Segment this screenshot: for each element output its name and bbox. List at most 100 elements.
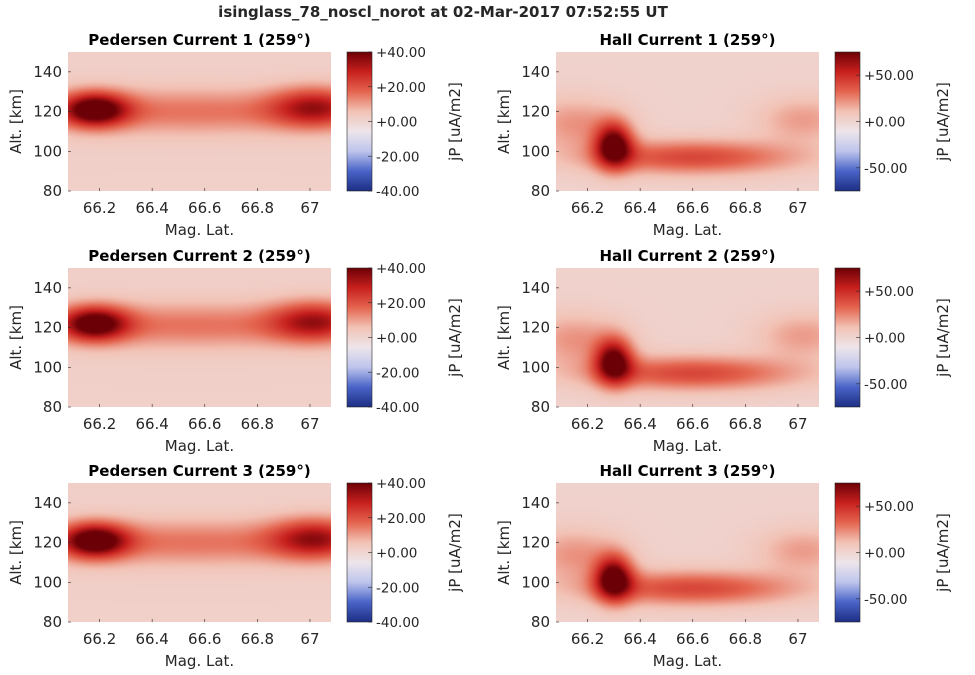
x-tick-label: 66.2 bbox=[83, 415, 116, 433]
colorbar-tick-label: +0.00 bbox=[376, 115, 417, 131]
x-tick-label: 66.6 bbox=[188, 415, 221, 433]
colorbar-tick-label: +40.00 bbox=[376, 476, 426, 492]
colorbar-tick-label: +50.00 bbox=[864, 68, 914, 84]
colorbar-label: jP [uA/m2] bbox=[934, 82, 952, 162]
y-tick-label: 140 bbox=[33, 63, 62, 81]
y-tick-label: 140 bbox=[33, 494, 62, 512]
colorbar bbox=[346, 482, 373, 623]
colorbar bbox=[834, 51, 861, 192]
x-tick-label: 66.6 bbox=[188, 630, 221, 648]
y-tick-label: 140 bbox=[521, 494, 550, 512]
x-tick-label: 66.6 bbox=[676, 630, 709, 648]
x-tick-label: 66.2 bbox=[571, 415, 604, 433]
colorbar-tick-label: +40.00 bbox=[376, 261, 426, 277]
colorbar-tick-label: -50.00 bbox=[864, 592, 908, 608]
x-tick-label: 66.4 bbox=[135, 630, 168, 648]
y-tick-label: 80 bbox=[43, 613, 62, 631]
panel-title: Pedersen Current 1 (259°) bbox=[88, 31, 310, 49]
panels: Pedersen Current 1 (259°) 66.2 66.4 66.6 66.… bbox=[7, 31, 952, 670]
heatmap-field bbox=[68, 483, 331, 622]
colorbar bbox=[834, 267, 861, 408]
x-tick-label: 67 bbox=[300, 415, 319, 433]
panel-title: Pedersen Current 3 (259°) bbox=[88, 462, 310, 480]
y-tick-label: 140 bbox=[521, 63, 550, 81]
colorbar-tick-label: +20.00 bbox=[376, 80, 426, 96]
y-tick-label: 100 bbox=[521, 573, 550, 591]
y-tick-label: 100 bbox=[33, 358, 62, 376]
panel-5: Pedersen Current 3 (259°) 66.2 66.4 66.6 66.… bbox=[7, 462, 464, 670]
x-axis-label: Mag. Lat. bbox=[653, 652, 722, 670]
x-tick-label: 66.4 bbox=[623, 199, 656, 217]
heatmap-field bbox=[556, 52, 819, 191]
panel-3: Pedersen Current 2 (259°) 66.2 66.4 66.6 66.… bbox=[7, 247, 464, 455]
colorbar-tick-label: -50.00 bbox=[864, 161, 908, 177]
colorbar-tick-label: +0.00 bbox=[864, 331, 905, 347]
x-tick-label: 66.4 bbox=[135, 199, 168, 217]
panel-2: Hall Current 1 (259°) 66.2 66.4 66.6 66.8 67 8… bbox=[495, 31, 952, 239]
x-tick-label: 66.8 bbox=[241, 630, 274, 648]
colorbar-label: jP [uA/m2] bbox=[934, 513, 952, 593]
colorbar-tick-label: +40.00 bbox=[376, 45, 426, 61]
colorbar bbox=[346, 267, 373, 408]
y-tick-label: 120 bbox=[33, 319, 62, 337]
x-tick-label: 66.6 bbox=[676, 199, 709, 217]
panel-title: Hall Current 1 (259°) bbox=[599, 31, 775, 49]
heatmap-field bbox=[556, 268, 819, 407]
y-axis-label: Alt. [km] bbox=[495, 305, 513, 370]
x-axis-label: Mag. Lat. bbox=[653, 437, 722, 455]
y-tick-label: 100 bbox=[33, 573, 62, 591]
y-tick-label: 120 bbox=[521, 534, 550, 552]
colorbar-tick-label: -20.00 bbox=[376, 365, 420, 381]
panel-title: Pedersen Current 2 (259°) bbox=[88, 247, 310, 265]
y-axis-label: Alt. [km] bbox=[7, 520, 25, 585]
x-tick-label: 66.8 bbox=[241, 415, 274, 433]
y-tick-label: 140 bbox=[33, 279, 62, 297]
x-tick-label: 66.6 bbox=[676, 415, 709, 433]
x-tick-label: 66.4 bbox=[623, 415, 656, 433]
panel-1: Pedersen Current 1 (259°) 66.2 66.4 66.6 66.… bbox=[7, 31, 464, 239]
colorbar-tick-label: -20.00 bbox=[376, 580, 420, 596]
y-tick-label: 80 bbox=[43, 182, 62, 200]
x-tick-label: 66.2 bbox=[571, 630, 604, 648]
colorbar bbox=[834, 482, 861, 623]
x-tick-label: 66.8 bbox=[729, 199, 762, 217]
colorbar-tick-label: -20.00 bbox=[376, 149, 420, 165]
y-tick-label: 120 bbox=[33, 534, 62, 552]
colorbar-tick-label: -40.00 bbox=[376, 400, 420, 416]
y-tick-label: 80 bbox=[43, 398, 62, 416]
heatmap-field bbox=[556, 483, 819, 622]
heatmap-field bbox=[68, 268, 331, 407]
y-tick-label: 80 bbox=[531, 398, 550, 416]
y-axis-label: Alt. [km] bbox=[495, 520, 513, 585]
x-tick-label: 66.4 bbox=[135, 415, 168, 433]
y-tick-label: 120 bbox=[521, 319, 550, 337]
colorbar-label: jP [uA/m2] bbox=[446, 298, 464, 378]
y-tick-label: 100 bbox=[521, 358, 550, 376]
heatmap-field bbox=[68, 52, 331, 191]
colorbar-tick-label: +20.00 bbox=[376, 511, 426, 527]
x-axis-label: Mag. Lat. bbox=[165, 221, 234, 239]
panel-4: Hall Current 2 (259°) 66.2 66.4 66.6 66.8 67 8… bbox=[495, 247, 952, 455]
x-tick-label: 66.8 bbox=[729, 415, 762, 433]
y-tick-label: 120 bbox=[33, 103, 62, 121]
y-axis-label: Alt. [km] bbox=[495, 89, 513, 154]
x-tick-label: 66.8 bbox=[729, 630, 762, 648]
figure-title: isinglass_78_noscl_norot at 02-Mar-2017 … bbox=[218, 3, 668, 21]
colorbar-tick-label: +0.00 bbox=[864, 546, 905, 562]
x-axis-label: Mag. Lat. bbox=[653, 221, 722, 239]
x-axis-label: Mag. Lat. bbox=[165, 437, 234, 455]
y-tick-label: 120 bbox=[521, 103, 550, 121]
x-tick-label: 67 bbox=[788, 415, 807, 433]
x-tick-label: 66.6 bbox=[188, 199, 221, 217]
x-tick-label: 66.2 bbox=[83, 630, 116, 648]
colorbar-tick-label: -40.00 bbox=[376, 615, 420, 631]
x-tick-label: 67 bbox=[788, 630, 807, 648]
colorbar-tick-label: +20.00 bbox=[376, 296, 426, 312]
y-tick-label: 80 bbox=[531, 613, 550, 631]
x-tick-label: 67 bbox=[300, 630, 319, 648]
y-axis-label: Alt. [km] bbox=[7, 89, 25, 154]
colorbar-tick-label: +0.00 bbox=[376, 546, 417, 562]
y-tick-label: 140 bbox=[521, 279, 550, 297]
colorbar-tick-label: +0.00 bbox=[864, 115, 905, 131]
